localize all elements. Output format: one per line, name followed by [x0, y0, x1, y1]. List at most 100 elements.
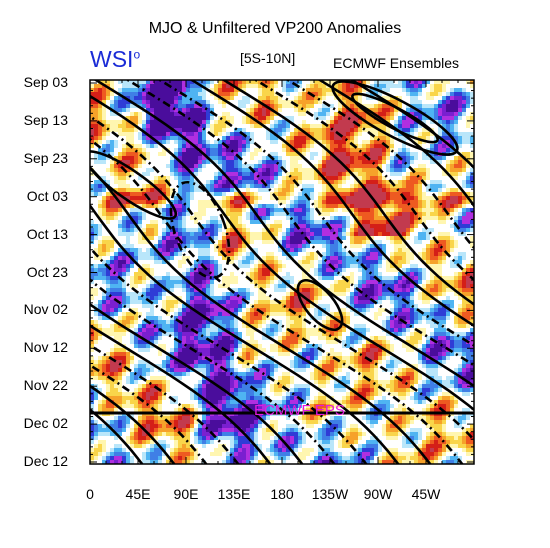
shading-cell: [266, 204, 270, 208]
shading-cell: [234, 304, 238, 308]
shading-cell: [102, 156, 106, 160]
shading-cell: [154, 112, 158, 116]
shading-cell: [170, 320, 174, 324]
shading-cell: [426, 316, 430, 320]
shading-cell: [194, 320, 198, 324]
shading-cell: [310, 100, 314, 104]
shading-cell: [330, 336, 334, 340]
shading-cell: [314, 80, 318, 84]
shading-cell: [234, 324, 238, 328]
shading-cell: [246, 256, 250, 260]
shading-cell: [422, 256, 426, 260]
shading-cell: [234, 144, 238, 148]
shading-cell: [354, 252, 358, 256]
shading-cell: [170, 284, 174, 288]
shading-cell: [206, 340, 210, 344]
shading-cell: [110, 264, 114, 268]
shading-cell: [158, 88, 162, 92]
shading-cell: [118, 232, 122, 236]
shading-cell: [166, 80, 170, 84]
shading-cell: [470, 144, 474, 148]
shading-cell: [358, 220, 362, 224]
shading-cell: [186, 184, 190, 188]
shading-cell: [138, 236, 142, 240]
shading-cell: [434, 336, 438, 340]
shading-cell: [422, 272, 426, 276]
shading-cell: [102, 328, 106, 332]
shading-cell: [146, 232, 150, 236]
shading-cell: [198, 128, 202, 132]
shading-cell: [382, 144, 386, 148]
shading-cell: [110, 236, 114, 240]
shading-cell: [102, 88, 106, 92]
shading-cell: [386, 96, 390, 100]
shading-cell: [198, 252, 202, 256]
shading-cell: [322, 104, 326, 108]
shading-cell: [106, 304, 110, 308]
shading-cell: [394, 332, 398, 336]
shading-cell: [438, 208, 442, 212]
shading-cell: [426, 96, 430, 100]
shading-cell: [134, 256, 138, 260]
shading-cell: [254, 152, 258, 156]
shading-cell: [430, 244, 434, 248]
shading-cell: [358, 192, 362, 196]
shading-cell: [254, 108, 258, 112]
shading-cell: [414, 316, 418, 320]
shading-cell: [214, 236, 218, 240]
shading-cell: [238, 292, 242, 296]
shading-cell: [118, 120, 122, 124]
shading-cell: [250, 268, 254, 272]
shading-cell: [166, 236, 170, 240]
shading-cell: [462, 312, 466, 316]
shading-cell: [470, 116, 474, 120]
shading-cell: [142, 280, 146, 284]
shading-cell: [362, 296, 366, 300]
shading-cell: [166, 208, 170, 212]
shading-cell: [250, 232, 254, 236]
shading-cell: [214, 156, 218, 160]
shading-cell: [106, 240, 110, 244]
shading-cell: [298, 124, 302, 128]
shading-cell: [278, 160, 282, 164]
shading-cell: [386, 140, 390, 144]
shading-cell: [402, 80, 406, 84]
shading-cell: [186, 340, 190, 344]
shading-cell: [102, 136, 106, 140]
shading-cell: [282, 120, 286, 124]
shading-cell: [386, 276, 390, 280]
shading-cell: [262, 220, 266, 224]
shading-cell: [182, 200, 186, 204]
shading-cell: [182, 224, 186, 228]
shading-cell: [90, 112, 94, 116]
shading-cell: [90, 280, 94, 284]
shading-cell: [134, 220, 138, 224]
shading-cell: [234, 256, 238, 260]
shading-cell: [110, 292, 114, 296]
shading-cell: [282, 188, 286, 192]
shading-cell: [366, 264, 370, 268]
shading-cell: [334, 340, 338, 344]
shading-cell: [434, 188, 438, 192]
shading-cell: [306, 232, 310, 236]
shading-cell: [386, 168, 390, 172]
shading-cell: [186, 92, 190, 96]
shading-cell: [398, 252, 402, 256]
shading-cell: [358, 216, 362, 220]
shading-cell: [398, 260, 402, 264]
shading-cell: [186, 172, 190, 176]
shading-cell: [94, 228, 98, 232]
shading-cell: [470, 332, 474, 336]
shading-cell: [194, 96, 198, 100]
shading-cell: [94, 192, 98, 196]
shading-cell: [174, 132, 178, 136]
shading-cell: [182, 144, 186, 148]
shading-cell: [366, 288, 370, 292]
shading-cell: [314, 96, 318, 100]
shading-cell: [226, 276, 230, 280]
shading-cell: [314, 164, 318, 168]
shading-cell: [278, 264, 282, 268]
shading-cell: [282, 200, 286, 204]
shading-cell: [390, 316, 394, 320]
shading-cell: [430, 252, 434, 256]
